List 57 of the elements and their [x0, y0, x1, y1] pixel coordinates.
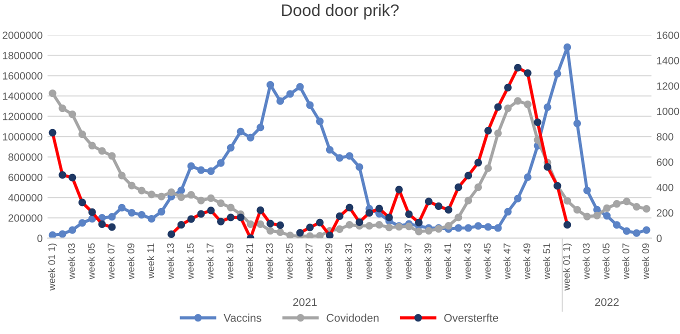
y-tick-label: 400000: [8, 194, 42, 202]
x-tick-label: week 41: [444, 243, 452, 280]
y-tick-label: 800000: [8, 153, 42, 161]
y2-tick-label: 200: [656, 209, 674, 217]
x-tick-label: week 07: [622, 243, 630, 280]
x-tick-label: week 11: [147, 243, 154, 279]
x-tick-label: week 01 1): [562, 244, 572, 291]
y-tick-label: 1200000: [2, 112, 42, 120]
y-tick-label: 1000000: [2, 133, 42, 140]
x-tick-label: week 03: [68, 243, 75, 280]
text: 2022: [595, 298, 619, 306]
x-tick-label: week 37: [404, 243, 412, 280]
x-tick-label: week 27: [305, 243, 313, 280]
x-tick-label: week 21: [246, 243, 254, 280]
x-tick-label: week 15: [186, 243, 194, 280]
x-tick-label: week 13: [166, 243, 174, 280]
legend-label: Covidoden: [326, 314, 379, 322]
legend-label: Oversterfte: [444, 314, 498, 322]
y-tick-label: 200000: [8, 214, 42, 222]
x-tick-label: week 01 1): [48, 244, 58, 291]
x-tick-label: week 45: [484, 243, 491, 280]
x-tick-label: week 35: [384, 243, 392, 280]
y2-tick-label: 400: [656, 184, 674, 192]
x-tick-label: week 19: [226, 243, 234, 280]
x-tick-label: week 03: [582, 243, 590, 280]
x-tick-label: week 33: [364, 243, 372, 280]
x-tick-label: week 47: [503, 243, 511, 280]
x-tick-label: week 51: [542, 243, 550, 280]
y-tick-label: 2000000: [2, 32, 42, 39]
x-tick-label: week 05: [88, 243, 95, 280]
x-tick-label: week 49: [523, 243, 530, 280]
y-tick-label: 1600000: [2, 72, 42, 80]
x-tick-label: week 31: [344, 243, 352, 280]
x-tick-label: week 09: [127, 243, 134, 280]
y2-tick-label: 600: [656, 158, 674, 166]
y-tick-label: 0: [37, 234, 42, 242]
y-tick-label: 600000: [8, 174, 42, 182]
y-tick-label: 1800000: [2, 52, 42, 60]
y-tick-label: 1400000: [2, 92, 42, 100]
x-tick-label: week 39: [424, 243, 432, 280]
x-tick-label: week 09: [642, 243, 650, 280]
text: 2021: [293, 298, 317, 306]
y2-tick-label: 1600: [657, 32, 680, 39]
y2-tick-label: 1400: [657, 56, 680, 64]
y2-tick-label: 1000: [657, 108, 680, 116]
x-tick-label: week 25: [286, 243, 293, 280]
x-tick-label: week 17: [206, 243, 214, 280]
y2-tick-label: 1200: [657, 82, 680, 90]
chart-title: Dood door prik?: [282, 4, 399, 20]
y2-tick-label: 0: [656, 234, 662, 242]
legend-label: Vaccins: [224, 314, 262, 322]
x-tick-label: week 05: [602, 243, 610, 280]
y2-tick-label: 800: [656, 133, 674, 140]
x-tick-label: week 07: [107, 243, 115, 280]
x-tick-label: week 29: [325, 243, 332, 280]
x-tick-label: week 43: [464, 243, 471, 280]
x-tick-label: week 23: [266, 243, 273, 280]
